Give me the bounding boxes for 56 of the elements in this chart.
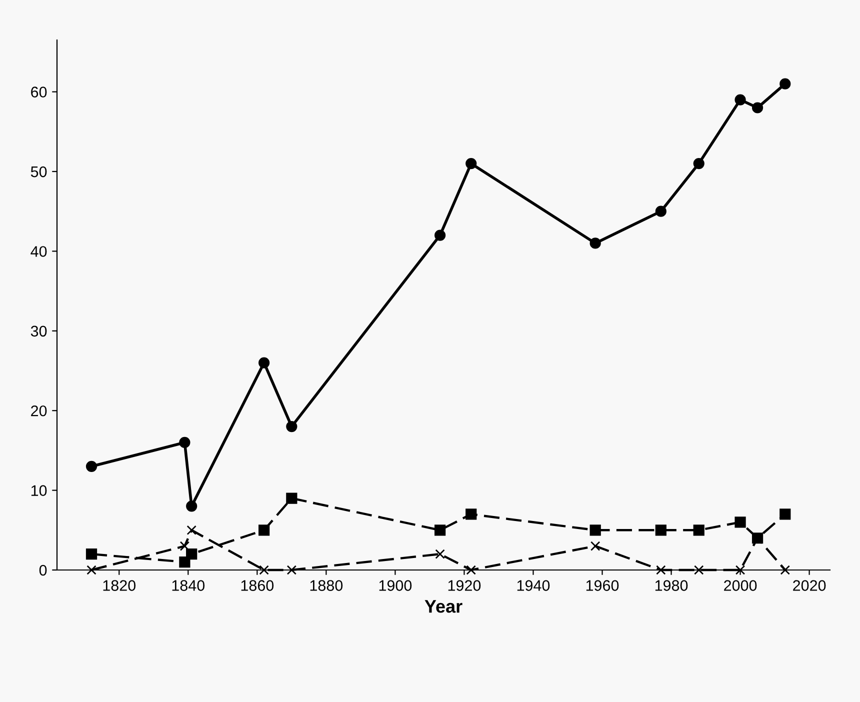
x-tick-label: 1880 bbox=[310, 580, 343, 591]
point bbox=[435, 549, 445, 559]
x-tick-label: 1860 bbox=[241, 580, 274, 591]
point bbox=[179, 556, 190, 568]
point bbox=[780, 78, 791, 90]
point bbox=[780, 565, 790, 575]
point bbox=[693, 158, 704, 170]
point bbox=[286, 420, 298, 432]
point bbox=[186, 525, 196, 536]
point bbox=[466, 158, 477, 170]
x-tick-label: 1820 bbox=[103, 580, 136, 591]
point bbox=[86, 565, 96, 575]
y-tick-label: 20 bbox=[31, 405, 47, 416]
point bbox=[258, 357, 270, 368]
point bbox=[466, 508, 477, 520]
point bbox=[694, 565, 704, 575]
point bbox=[466, 565, 476, 575]
point bbox=[434, 230, 446, 241]
point bbox=[180, 541, 190, 551]
x-tick-label: 1940 bbox=[517, 580, 550, 591]
point bbox=[656, 565, 666, 575]
point bbox=[655, 206, 666, 217]
x-tick-label: 1920 bbox=[448, 580, 481, 591]
point bbox=[752, 102, 764, 114]
point bbox=[286, 565, 297, 575]
point bbox=[590, 238, 601, 249]
x-tick-label: 2000 bbox=[724, 580, 757, 591]
point bbox=[434, 524, 446, 536]
x-tick-label: 1960 bbox=[586, 580, 619, 591]
point bbox=[179, 436, 190, 448]
point bbox=[258, 524, 270, 536]
y-tick-label: 40 bbox=[30, 246, 47, 257]
y-tick-label: 50 bbox=[30, 166, 47, 178]
y-tick-label: 0 bbox=[39, 564, 47, 576]
point bbox=[186, 548, 198, 560]
point bbox=[590, 541, 600, 551]
y-tick-label: 30 bbox=[30, 326, 47, 337]
x-axis-title: Year bbox=[424, 600, 462, 613]
point bbox=[734, 94, 746, 106]
point bbox=[735, 565, 746, 575]
x-tick-label: 1840 bbox=[172, 580, 205, 591]
point bbox=[286, 492, 298, 504]
point bbox=[86, 548, 98, 560]
point bbox=[693, 524, 704, 536]
y-tick-label: 10 bbox=[31, 485, 47, 496]
point bbox=[780, 508, 791, 520]
point bbox=[590, 524, 601, 536]
point bbox=[655, 524, 666, 536]
y-tick-label: 60 bbox=[31, 86, 47, 98]
point bbox=[734, 516, 746, 528]
x-tick-label: 1900 bbox=[379, 580, 412, 591]
point bbox=[259, 565, 269, 575]
point bbox=[186, 500, 198, 512]
point bbox=[86, 460, 98, 472]
x-tick-label: 2020 bbox=[793, 580, 826, 591]
x-tick-label: 1980 bbox=[655, 580, 688, 591]
